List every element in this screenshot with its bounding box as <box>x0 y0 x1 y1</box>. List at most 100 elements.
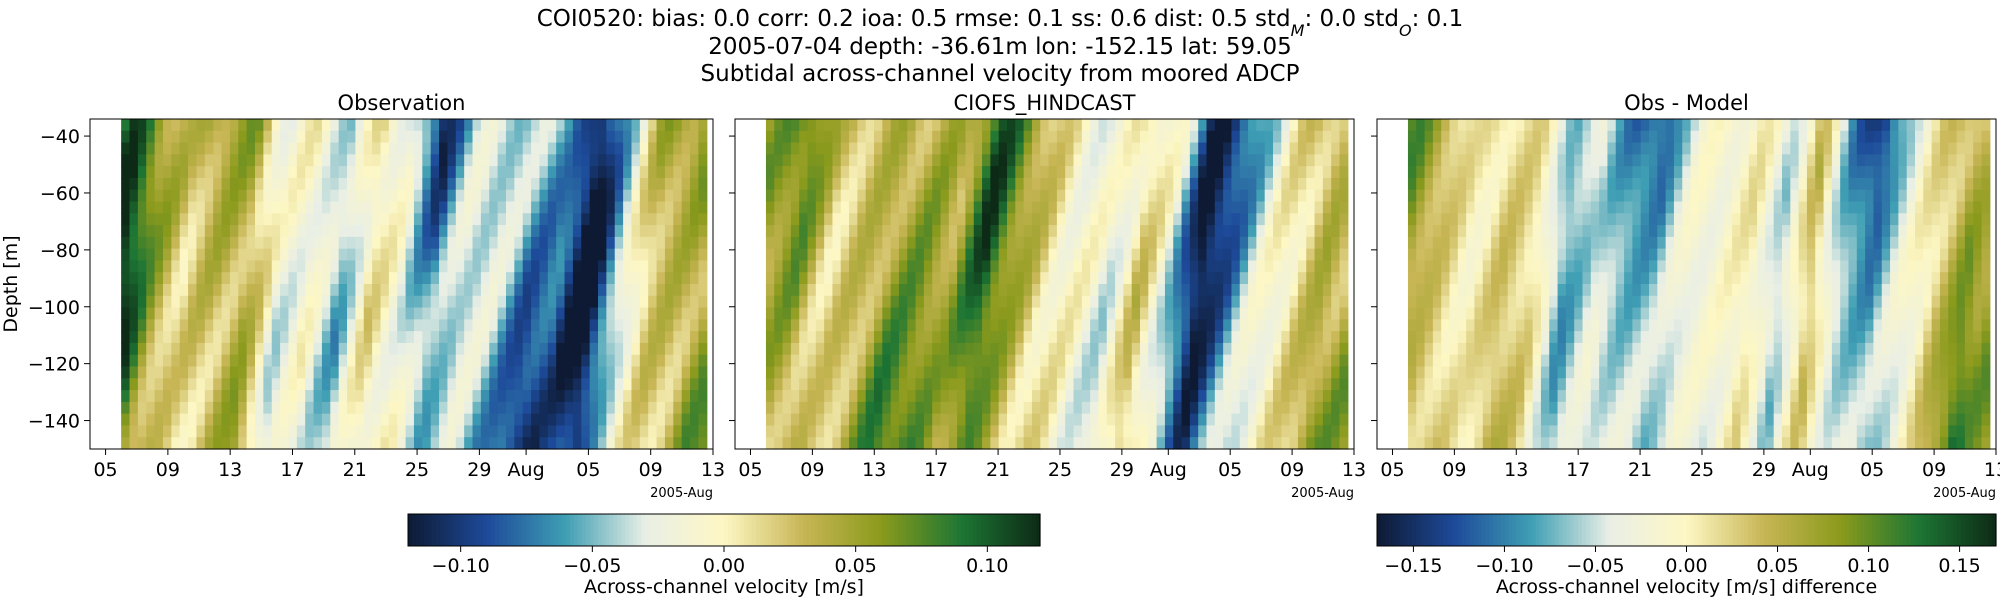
heatmap-cell <box>589 213 599 226</box>
heatmap-cell <box>690 342 700 356</box>
heatmap-cell <box>464 177 474 191</box>
heatmap-cell <box>196 142 206 155</box>
heatmap-cell <box>890 342 900 356</box>
heatmap-cell <box>1599 189 1609 203</box>
heatmap-cell <box>1690 307 1700 320</box>
heatmap-cell <box>940 154 950 167</box>
heatmap-cell <box>1339 366 1349 379</box>
heatmap-cell <box>347 166 356 179</box>
heatmap-cell <box>1131 119 1141 132</box>
heatmap-cell <box>664 295 674 309</box>
heatmap-cell <box>589 307 599 320</box>
heatmap-cell <box>656 366 666 379</box>
heatmap-cell <box>1607 437 1617 450</box>
heatmap-cell <box>1281 142 1291 155</box>
heatmap-cell <box>1306 342 1316 356</box>
heatmap-cell <box>673 319 683 332</box>
heatmap-cell <box>405 166 415 179</box>
heatmap-cell <box>799 154 809 167</box>
heatmap-cell <box>146 295 156 309</box>
heatmap-cell <box>614 342 624 356</box>
heatmap-cell <box>522 284 532 297</box>
heatmap-cell <box>154 201 164 214</box>
heatmap-cell <box>606 437 616 450</box>
heatmap-cell <box>330 366 340 379</box>
heatmap-cell <box>1007 142 1016 155</box>
heatmap-cell <box>982 130 991 144</box>
heatmap-cell <box>681 307 691 320</box>
heatmap-cell <box>1339 213 1349 226</box>
heatmap-cell <box>255 378 264 391</box>
heatmap-cell <box>531 307 541 320</box>
heatmap-cell <box>923 331 933 344</box>
heatmap-cell <box>338 331 348 344</box>
heatmap-cell <box>347 154 356 167</box>
heatmap-cell <box>288 295 298 309</box>
heatmap-cell <box>280 248 290 262</box>
heatmap-cell <box>832 213 842 226</box>
heatmap-cell <box>882 201 892 214</box>
heatmap-cell <box>1248 130 1257 144</box>
heatmap-cell <box>1640 295 1650 309</box>
heatmap-cell <box>973 307 983 320</box>
heatmap-cell <box>522 390 532 403</box>
heatmap-cell <box>380 295 390 309</box>
heatmap-cell <box>1657 236 1667 250</box>
heatmap-cell <box>188 390 198 403</box>
heatmap-cell <box>890 284 900 297</box>
heatmap-cell <box>1156 260 1166 273</box>
heatmap-cell <box>824 225 834 238</box>
heatmap-cell <box>179 154 189 167</box>
heatmap-cell <box>472 119 482 132</box>
heatmap-cell <box>405 437 415 450</box>
heatmap-cell <box>1657 177 1667 191</box>
heatmap-cell <box>531 166 541 179</box>
heatmap-cell <box>606 342 616 356</box>
heatmap-cell <box>799 425 809 438</box>
heatmap-cell <box>1449 260 1459 273</box>
heatmap-cell <box>1665 213 1675 226</box>
heatmap-cell <box>865 354 875 368</box>
heatmap-cell <box>162 284 172 297</box>
heatmap-cell <box>1181 119 1191 132</box>
station-id: COI0520: <box>537 6 652 32</box>
heatmap-cell <box>137 401 147 415</box>
heatmap-cell <box>1482 342 1492 356</box>
heatmap-cell <box>598 201 607 214</box>
heatmap-cell <box>564 342 574 356</box>
heatmap-cell <box>1048 248 1058 262</box>
heatmap-cell <box>572 295 582 309</box>
heatmap-cell <box>1056 166 1066 179</box>
heatmap-cell <box>271 142 281 155</box>
heatmap-cell <box>1474 236 1484 250</box>
heatmap-cell <box>656 189 666 203</box>
heatmap-cell <box>857 201 867 214</box>
stat-value: : 0.5 <box>1196 6 1255 32</box>
heatmap-cell <box>388 260 398 273</box>
heatmap-cell <box>932 260 942 273</box>
heatmap-cell <box>522 401 532 415</box>
heatmap-cell <box>1474 154 1484 167</box>
heatmap-cell <box>137 295 147 309</box>
heatmap-cell <box>1339 260 1349 273</box>
heatmap-cell <box>1331 331 1341 344</box>
heatmap-cell <box>480 295 490 309</box>
heatmap-cell <box>1491 354 1500 368</box>
heatmap-cell <box>204 354 214 368</box>
heatmap-cell <box>1582 331 1592 344</box>
stat-subscript: O <box>1399 21 1412 40</box>
heatmap-cell <box>196 354 206 368</box>
heatmap-cell <box>824 260 834 273</box>
heatmap-cell <box>1106 236 1116 250</box>
heatmap-cell <box>1441 401 1451 415</box>
heatmap-cell <box>1624 401 1633 415</box>
heatmap-cell <box>1314 331 1324 344</box>
heatmap-cell <box>648 342 658 356</box>
heatmap-cell <box>1540 189 1550 203</box>
heatmap-cell <box>1264 272 1274 285</box>
heatmap-cell <box>598 295 607 309</box>
heatmap-cell <box>1306 236 1316 250</box>
heatmap-cell <box>413 225 423 238</box>
heatmap-cell <box>355 213 365 226</box>
heatmap-cell <box>1056 119 1066 132</box>
